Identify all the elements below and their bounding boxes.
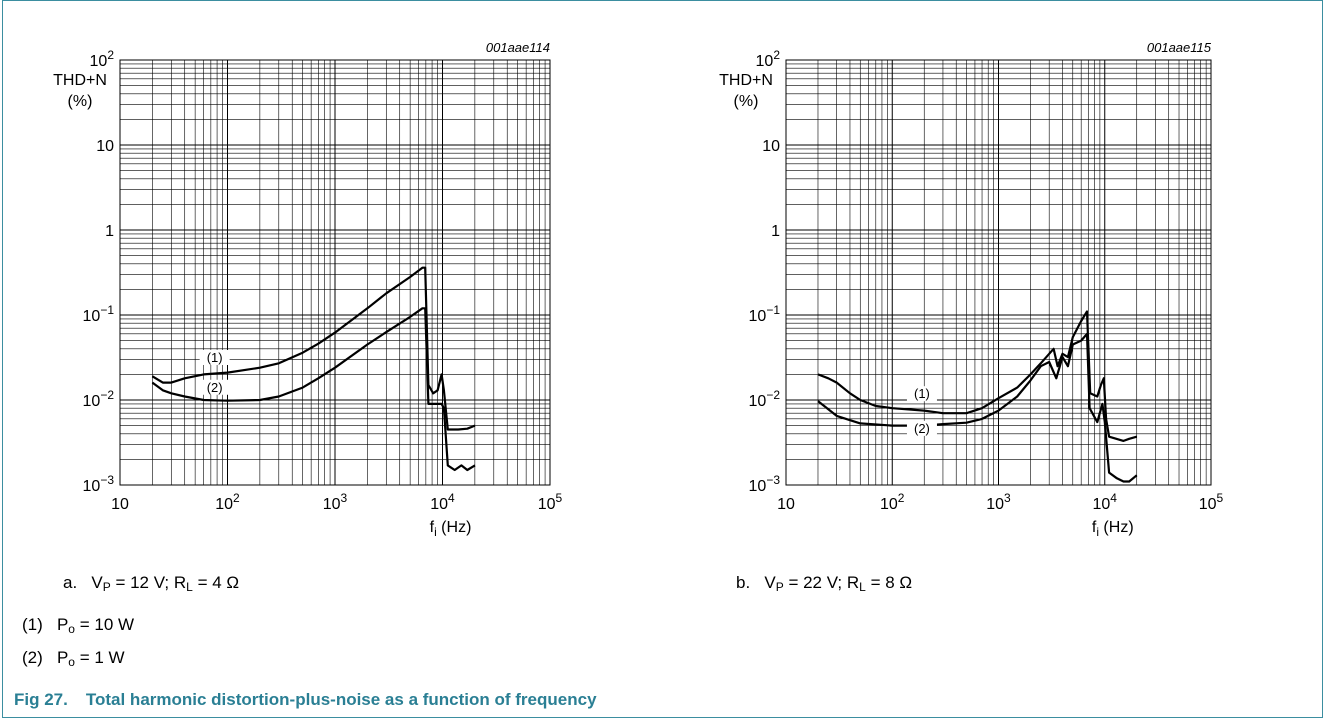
series-label-bg (199, 379, 230, 395)
y-axis-label: THD+N (53, 72, 107, 89)
caption-b-sub: P (775, 580, 784, 594)
caption-a-letter: a. (63, 573, 78, 592)
y-tick-label: 10−3 (83, 473, 115, 495)
y-tick-label: 10−3 (749, 473, 781, 495)
caption-a-part: = 12 V; R (110, 573, 187, 592)
chart-a: 10 102 103 104 105 10−3 10−2 10−1 1 10 102 THD+N (%)… (53, 40, 563, 539)
caption-b-part: = 22 V; R (783, 573, 860, 592)
y-tick-label: 102 (90, 48, 115, 70)
series-label-2: (2) (207, 380, 223, 395)
caption-b-letter: b. (736, 573, 751, 592)
series-line-2 (151, 307, 476, 472)
legend-sub: o (68, 655, 75, 669)
x-tick-label: 102 (880, 491, 905, 513)
x-tick-label: 104 (1093, 491, 1118, 513)
figure-number: Fig 27. (14, 690, 68, 709)
chart-reference: 001aae115 (1147, 40, 1212, 55)
y-tick-label: 1 (771, 223, 780, 240)
legend-sub: o (68, 622, 75, 636)
y-tick-label: 10−1 (749, 303, 781, 325)
caption-a-part: = 4 Ω (192, 573, 240, 592)
legend-item-2: (2) Po = 1 W (22, 648, 125, 669)
y-tick-label: 10 (762, 138, 780, 155)
x-axis-label: fi (Hz) (1092, 519, 1134, 539)
x-tick-label: 103 (323, 491, 348, 513)
x-tick-label: 104 (430, 491, 455, 513)
series-label-bg (906, 386, 937, 402)
x-tick-label: 103 (986, 491, 1011, 513)
figure-title-text: Total harmonic distortion-plus-noise as … (85, 690, 597, 709)
x-axis-label: fi (Hz) (430, 519, 472, 539)
caption-a: a. VP = 12 V; RL = 4 Ω (63, 573, 239, 594)
x-tick-label: 10 (777, 496, 795, 513)
series-label-1: (1) (914, 386, 930, 401)
figure-title: Fig 27. Total harmonic distortion-plus-no… (14, 690, 597, 710)
legend-rest: = 10 W (74, 615, 135, 634)
series-label-bg (199, 349, 230, 365)
series-label-2: (2) (914, 421, 930, 436)
legend-rest: = 1 W (74, 648, 125, 667)
plot-frame (785, 59, 1212, 486)
grid (120, 60, 550, 485)
series-label-bg (906, 420, 937, 436)
x-tick-label: 102 (215, 491, 240, 513)
x-tick-label: 105 (1199, 491, 1224, 513)
y-tick-label: 10−2 (83, 388, 115, 410)
chart-reference: 001aae114 (486, 40, 550, 55)
x-tick-label: 10 (111, 496, 129, 513)
y-tick-label: 1 (105, 223, 114, 240)
x-tick-label: 105 (538, 491, 563, 513)
caption-b-part: V (764, 573, 776, 592)
grid (786, 60, 1211, 485)
legend-item-1: (1) Po = 10 W (22, 615, 134, 636)
caption-b: b. VP = 22 V; RL = 8 Ω (736, 573, 912, 594)
caption-a-sub: L (186, 580, 193, 594)
caption-b-sub: L (859, 580, 866, 594)
legend-text: P (56, 615, 69, 634)
caption-a-sub: P (102, 580, 111, 594)
legend-text: P (56, 648, 69, 667)
legend-marker: (2) (22, 648, 43, 667)
y-tick-label: 102 (756, 48, 781, 70)
y-axis-label: (%) (734, 93, 759, 110)
legend-marker: (1) (22, 615, 43, 634)
y-tick-label: 10 (96, 138, 114, 155)
y-axis-label: THD+N (719, 72, 773, 89)
caption-b-part: = 8 Ω (865, 573, 913, 592)
y-axis-label: (%) (68, 93, 93, 110)
chart-b: 10 102 103 104 105 10−3 10−2 10−1 1 10 102 THD+N (%)… (719, 40, 1224, 539)
series-label-1: (1) (207, 350, 223, 365)
y-tick-label: 10−1 (83, 303, 115, 325)
series-line-1 (817, 310, 1137, 442)
plot-frame (119, 59, 551, 486)
series-line-1 (151, 266, 476, 431)
y-tick-label: 10−2 (749, 388, 781, 410)
caption-a-part: V (91, 573, 103, 592)
